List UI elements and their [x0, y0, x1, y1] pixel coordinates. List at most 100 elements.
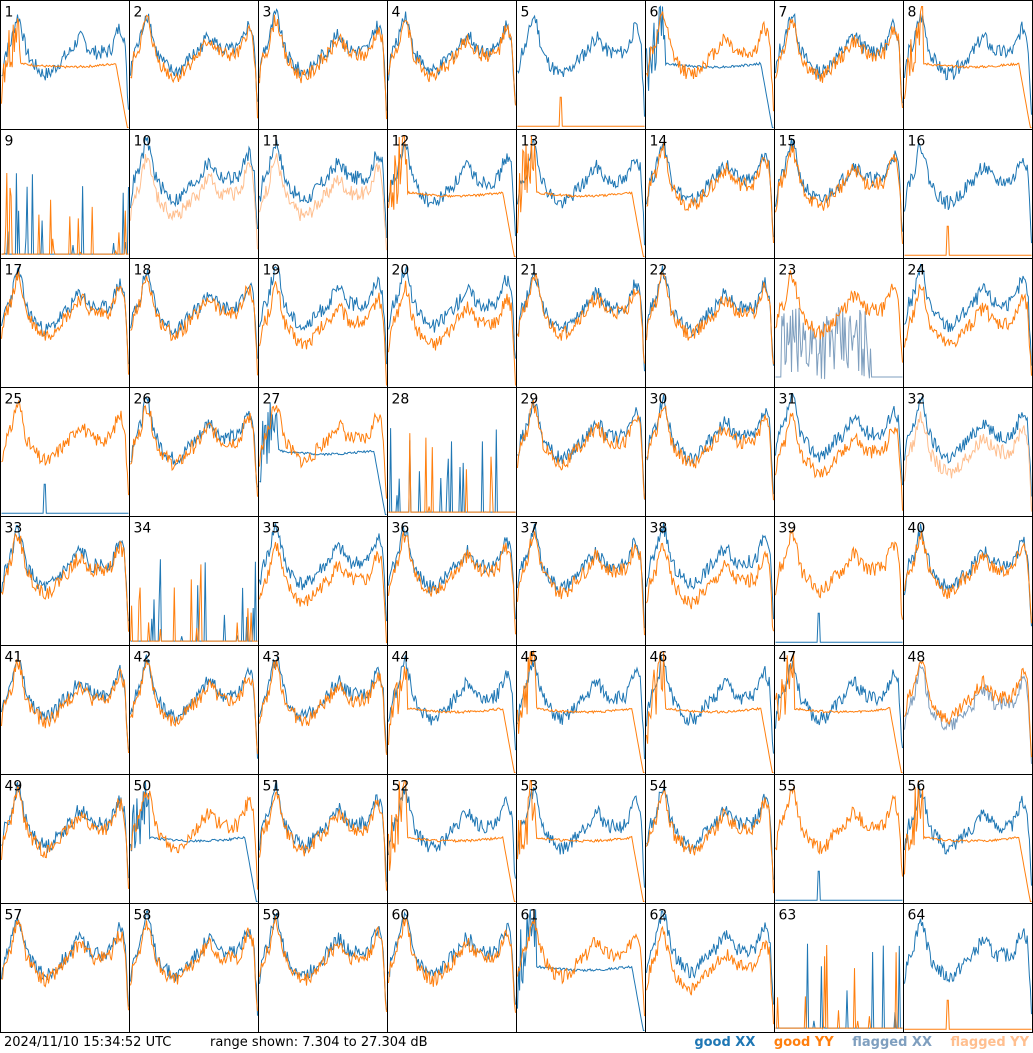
- panel-15: 15: [774, 129, 904, 259]
- panel-26: 26: [129, 387, 259, 517]
- series-yy: [1, 18, 129, 128]
- series-yy: [775, 412, 903, 511]
- series-yy: [130, 790, 258, 890]
- panel-label: 18: [134, 263, 152, 279]
- legend-flagged-yy: flagged YY: [950, 1035, 1030, 1050]
- series-xx: [517, 909, 645, 1031]
- panel-24: 24: [903, 258, 1033, 388]
- series-yy: [130, 659, 258, 754]
- series-xx: [130, 780, 258, 902]
- series-yy: [904, 780, 1032, 902]
- panel-52: 52: [387, 774, 517, 904]
- panel-label: 22: [650, 263, 668, 279]
- series-xx: [388, 11, 516, 106]
- panel-frame: [0, 645, 130, 775]
- panel-label: 30: [650, 392, 668, 408]
- panel-label: 32: [908, 392, 926, 408]
- range-shown: range shown: 7.304 to 27.304 dB: [210, 1035, 428, 1050]
- panel-label: 54: [650, 779, 668, 795]
- panel-30: 30: [645, 387, 775, 517]
- series-yy: [517, 649, 645, 773]
- panel-label: 62: [650, 908, 668, 924]
- series-yy: [775, 786, 903, 877]
- panel-27: 27: [258, 387, 388, 517]
- panel-frame: [903, 0, 1033, 130]
- panel-28: 28: [387, 387, 517, 517]
- panel-57: 57: [0, 903, 130, 1033]
- panel-frame: [129, 258, 259, 388]
- panel-29: 29: [516, 387, 646, 517]
- panel-label: 4: [392, 5, 401, 21]
- panel-label: 8: [908, 5, 917, 21]
- panel-frame: [387, 516, 517, 646]
- panel-39: 39: [774, 516, 904, 646]
- panel-label: 24: [908, 263, 926, 279]
- panel-label: 53: [521, 779, 539, 795]
- panel-label: 41: [5, 650, 23, 666]
- panel-label: 12: [392, 134, 410, 150]
- panel-38: 38: [645, 516, 775, 646]
- panel-label: 48: [908, 650, 926, 666]
- panel-25: 25: [0, 387, 130, 517]
- panel-64: 64: [903, 903, 1033, 1033]
- panel-3: 3: [258, 0, 388, 130]
- series-yy: [775, 270, 903, 363]
- series-yy: [259, 281, 387, 386]
- series-yy: [388, 531, 516, 635]
- series-xx: [517, 523, 645, 629]
- panel-label: 2: [134, 5, 143, 21]
- panel-42: 42: [129, 645, 259, 775]
- panel-label: 35: [263, 521, 281, 537]
- series-yy: [130, 920, 258, 1012]
- series-yy: [775, 651, 903, 773]
- panel-frame: [387, 774, 517, 904]
- panel-11: 11: [258, 129, 388, 259]
- series-xx: [775, 307, 903, 380]
- series-yy: [388, 280, 516, 386]
- panel-33: 33: [0, 516, 130, 646]
- panel-label: 21: [521, 263, 539, 279]
- series-xx: [517, 14, 645, 117]
- series-xx: [775, 870, 903, 901]
- series-yy: [1, 919, 129, 1011]
- footer-bar: 2024/11/10 15:34:52 UTC range shown: 7.3…: [0, 1033, 1033, 1053]
- panel-23: 23: [774, 258, 904, 388]
- series-yy: [904, 6, 1032, 128]
- panel-22: 22: [645, 258, 775, 388]
- panel-label: 40: [908, 521, 926, 537]
- panel-frame: [0, 903, 130, 1033]
- series-xx: [646, 265, 774, 366]
- panel-label: 58: [134, 908, 152, 924]
- series-xx: [646, 5, 774, 128]
- panel-56: 56: [903, 774, 1033, 904]
- series-xx: [646, 522, 774, 620]
- series-yy: [1, 786, 129, 889]
- series-yy: [259, 541, 387, 644]
- panel-label: 45: [521, 650, 539, 666]
- panel-61: 61: [516, 903, 646, 1033]
- panel-label: 36: [392, 521, 410, 537]
- series-xx: [517, 787, 645, 888]
- series-xx: [259, 523, 387, 622]
- panel-label: 26: [134, 392, 152, 408]
- panel-frame: [258, 903, 388, 1033]
- panel-45: 45: [516, 645, 646, 775]
- panel-frame: [129, 0, 259, 130]
- panel-63: 63: [774, 903, 904, 1033]
- panel-label: 38: [650, 521, 668, 537]
- panel-32: 32: [903, 387, 1033, 517]
- panel-label: 9: [5, 134, 14, 150]
- panel-label: 43: [263, 650, 281, 666]
- panel-label: 55: [779, 779, 797, 795]
- panel-frame: [0, 774, 130, 904]
- panel-label: 63: [779, 908, 797, 924]
- panel-frame: [258, 774, 388, 904]
- series-xx: [259, 266, 387, 365]
- panel-label: 46: [650, 650, 668, 666]
- series-yy: [646, 925, 774, 1025]
- series-yy: [904, 530, 1032, 624]
- panel-frame: [774, 516, 904, 646]
- series-xx: [646, 785, 774, 880]
- panel-40: 40: [903, 516, 1033, 646]
- panel-frame: [903, 903, 1033, 1033]
